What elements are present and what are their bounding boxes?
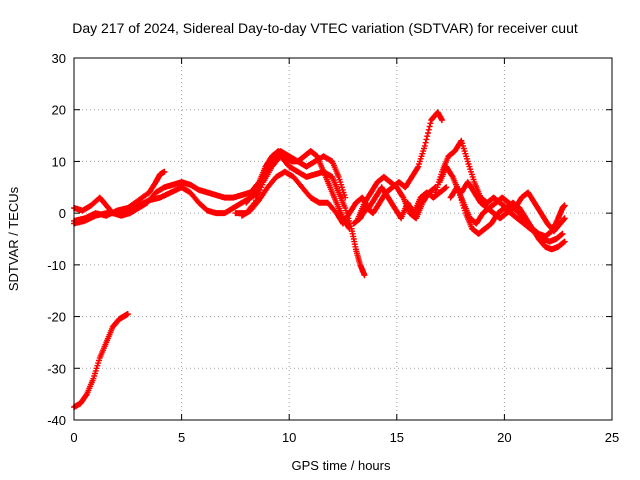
y-axis-label: SDTVAR / TECUs bbox=[6, 186, 21, 291]
x-tick-label: 20 bbox=[497, 430, 511, 445]
series-arc-10 bbox=[355, 173, 439, 222]
plus-marker-cluster bbox=[238, 168, 346, 227]
x-tick-label: 15 bbox=[390, 430, 404, 445]
plus-marker-cluster bbox=[71, 184, 263, 227]
x-tick-label: 10 bbox=[282, 430, 296, 445]
plus-marker-cluster bbox=[458, 179, 568, 240]
y-tick-label: -40 bbox=[47, 413, 66, 428]
series-arc-7 bbox=[243, 148, 349, 206]
grid-lines bbox=[74, 58, 612, 420]
chart-title: Day 217 of 2024, Sidereal Day-to-day VTE… bbox=[72, 20, 578, 36]
x-tick-label: 5 bbox=[178, 430, 185, 445]
x-tick-label: 25 bbox=[605, 430, 619, 445]
plus-marker-cluster bbox=[71, 148, 353, 232]
data-points bbox=[71, 109, 568, 411]
series-arc-4 bbox=[71, 184, 263, 227]
y-tick-label: -30 bbox=[47, 361, 66, 376]
y-tick-label: 30 bbox=[52, 51, 66, 66]
plot-frame bbox=[73, 57, 613, 421]
series-arc-1 bbox=[71, 311, 131, 411]
plus-marker-cluster bbox=[71, 311, 131, 411]
x-axis-label: GPS time / hours bbox=[292, 458, 391, 473]
series-arc-6 bbox=[238, 168, 346, 227]
y-tick-label: 10 bbox=[52, 154, 66, 169]
y-tick-label: 0 bbox=[59, 206, 66, 221]
x-tick-label: 0 bbox=[70, 430, 77, 445]
axis-ticks: 0 5 10 15 20 25 -40 -30 -20 -10 0 10 20 30 bbox=[47, 51, 619, 445]
y-tick-label: -10 bbox=[47, 258, 66, 273]
y-tick-label: 20 bbox=[52, 103, 66, 118]
series-arc-2 bbox=[71, 148, 353, 232]
y-tick-label: -20 bbox=[47, 310, 66, 325]
series-arc-14 bbox=[458, 179, 568, 240]
plus-marker-cluster bbox=[355, 173, 439, 222]
plus-marker-cluster bbox=[243, 148, 349, 206]
